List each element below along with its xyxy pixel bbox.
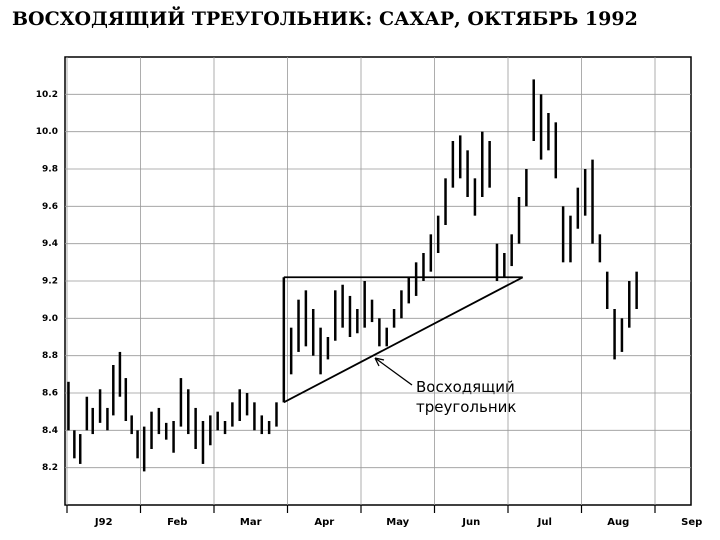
annotation-arrow [374,357,413,386]
x-tick-label: Aug [607,517,629,528]
y-tick-label: 8.4 [42,426,58,436]
annotation: Восходящий [416,378,515,396]
chart-title: ВОСХОДЯЩИЙ ТРЕУГОЛЬНИК: САХАР, ОКТЯБРЬ 1… [12,6,638,30]
x-tick-label: Feb [167,517,187,528]
y-tick-label: 9.2 [42,277,58,287]
annotation: треугольник [416,398,516,416]
x-tick-label: May [386,517,409,528]
x-tick-label: Sep [681,517,702,528]
x-tick-label: Apr [314,517,334,528]
x-tick-label: Jul [537,517,552,528]
y-tick-label: 9.8 [42,165,58,175]
x-tick-label: Mar [240,517,262,528]
y-tick-label: 10.2 [36,90,58,100]
support-line [283,276,524,404]
x-tick-label: Jun [461,517,480,528]
x-tick-label: J92 [94,517,113,528]
y-tick-label: 9.6 [42,202,58,212]
y-tick-label: 8.6 [42,389,58,399]
y-tick-label: 8.8 [42,351,58,361]
y-tick-label: 10.0 [36,127,58,137]
y-tick-label: 9.4 [42,239,58,249]
y-tick-label: 9.0 [42,314,58,324]
y-tick-label: 8.2 [42,463,58,473]
